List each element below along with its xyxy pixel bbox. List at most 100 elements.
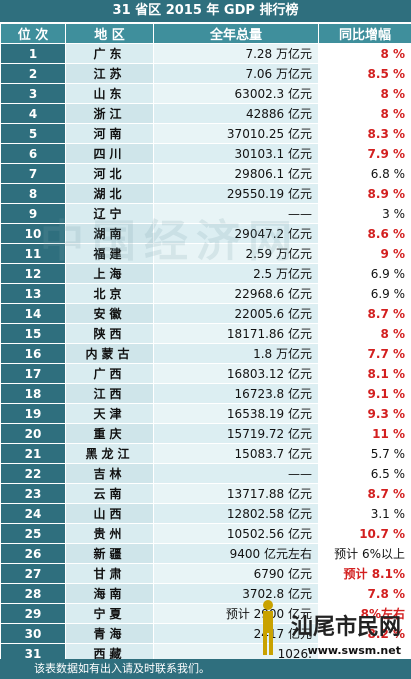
header-row: 位 次 地 区 全年总量 同比增幅: [0, 23, 411, 44]
table-row: 27 甘肃 6790 亿元 预计 8.1%: [0, 563, 411, 584]
table-row: 7 河北 29806.1 亿元 6.8 %: [0, 163, 411, 184]
table-body: 1 广东 7.28 万亿元 8 % 2 江苏 7.06 万亿元 8.5 % 3 山东 63002.3…: [0, 43, 411, 664]
rank-cell: 18: [0, 383, 66, 404]
table-row: 20 重庆 15719.72 亿元 11 %: [0, 423, 411, 444]
growth-cell: 7.7 %: [318, 343, 411, 364]
table-row: 11 福建 2.59 万亿元 9 %: [0, 243, 411, 264]
table-row: 15 陕西 18171.86 亿元 8 %: [0, 323, 411, 344]
region-cell: 福建: [65, 243, 154, 264]
table-row: 9 辽宁 —— 3 %: [0, 203, 411, 224]
rank-cell: 10: [0, 223, 66, 244]
gdp-cell: 1026.: [153, 643, 319, 664]
rank-cell: 1: [0, 43, 66, 64]
growth-cell: 预计 6%以上: [318, 543, 411, 564]
gdp-cell: 30103.1 亿元: [153, 143, 319, 164]
rank-cell: 8: [0, 183, 66, 204]
rank-cell: 30: [0, 623, 66, 644]
growth-cell: 9 %: [318, 243, 411, 264]
region-cell: 浙江: [65, 103, 154, 124]
gdp-cell: 12802.58 亿元: [153, 503, 319, 524]
table-row: 12 上海 2.5 万亿元 6.9 %: [0, 263, 411, 284]
gdp-cell: 6790 亿元: [153, 563, 319, 584]
gdp-cell: 18171.86 亿元: [153, 323, 319, 344]
growth-cell: 8.2 %: [318, 623, 411, 644]
region-cell: 河南: [65, 123, 154, 144]
growth-cell: 10.7 %: [318, 523, 411, 544]
region-cell: 湖南: [65, 223, 154, 244]
region-cell: 重庆: [65, 423, 154, 444]
rank-cell: 25: [0, 523, 66, 544]
region-cell: 云南: [65, 483, 154, 504]
growth-cell: 8 %: [318, 43, 411, 64]
gdp-cell: 3702.8 亿元: [153, 583, 319, 604]
table-row: 24 山西 12802.58 亿元 3.1 %: [0, 503, 411, 524]
region-cell: 安徽: [65, 303, 154, 324]
gdp-cell: 16538.19 亿元: [153, 403, 319, 424]
growth-cell: 8.3 %: [318, 123, 411, 144]
rank-cell: 31: [0, 643, 66, 664]
region-cell: 上海: [65, 263, 154, 284]
growth-cell: 8 %: [318, 323, 411, 344]
growth-cell: 6.9 %: [318, 283, 411, 304]
gdp-cell: 9400 亿元左右: [153, 543, 319, 564]
growth-cell: 9.3 %: [318, 403, 411, 424]
region-cell: 北京: [65, 283, 154, 304]
table-row: 16 内蒙古 1.8 万亿元 7.7 %: [0, 343, 411, 364]
gdp-cell: 预计 2900 亿元: [153, 603, 319, 624]
gdp-ranking-sheet: 31 省区 2015 年 GDP 排行榜 位 次 地 区 全年总量 同比增幅 1…: [0, 0, 411, 664]
rank-cell: 2: [0, 63, 66, 84]
gdp-cell: 29047.2 亿元: [153, 223, 319, 244]
region-cell: 河北: [65, 163, 154, 184]
growth-cell: 8.1 %: [318, 363, 411, 384]
gdp-cell: 1.8 万亿元: [153, 343, 319, 364]
header-region: 地 区: [65, 23, 154, 44]
growth-cell: 5.7 %: [318, 443, 411, 464]
gdp-cell: 2.59 万亿元: [153, 243, 319, 264]
gdp-cell: 7.28 万亿元: [153, 43, 319, 64]
rank-cell: 4: [0, 103, 66, 124]
growth-cell: 预计 8.1%: [318, 563, 411, 584]
growth-cell: 3 %: [318, 203, 411, 224]
growth-cell: 7.9 %: [318, 143, 411, 164]
region-cell: 广东: [65, 43, 154, 64]
rank-cell: 15: [0, 323, 66, 344]
region-cell: 黑龙江: [65, 443, 154, 464]
table-row: 25 贵州 10502.56 亿元 10.7 %: [0, 523, 411, 544]
table-row: 26 新疆 9400 亿元左右 预计 6%以上: [0, 543, 411, 564]
region-cell: 宁夏: [65, 603, 154, 624]
table-row: 3 山东 63002.3 亿元 8 %: [0, 83, 411, 104]
rank-cell: 11: [0, 243, 66, 264]
footer-note: 该表数据如有出入请及时联系我们。: [0, 659, 411, 679]
table-row: 17 广西 16803.12 亿元 8.1 %: [0, 363, 411, 384]
gdp-cell: 2.5 万亿元: [153, 263, 319, 284]
region-cell: 新疆: [65, 543, 154, 564]
growth-cell: 8.5 %: [318, 63, 411, 84]
growth-cell: 8 %: [318, 103, 411, 124]
growth-cell: 8.7 %: [318, 483, 411, 504]
header-growth: 同比增幅: [318, 23, 411, 44]
table-row: 6 四川 30103.1 亿元 7.9 %: [0, 143, 411, 164]
gdp-cell: 2417 亿元: [153, 623, 319, 644]
region-cell: 吉林: [65, 463, 154, 484]
table-row: 29 宁夏 预计 2900 亿元 8%左右: [0, 603, 411, 624]
region-cell: 甘肃: [65, 563, 154, 584]
gdp-cell: 13717.88 亿元: [153, 483, 319, 504]
region-cell: 内蒙古: [65, 343, 154, 364]
gdp-cell: 15719.72 亿元: [153, 423, 319, 444]
table-row: 31 西藏 1026.: [0, 643, 411, 664]
rank-cell: 26: [0, 543, 66, 564]
growth-cell: 3.1 %: [318, 503, 411, 524]
rank-cell: 17: [0, 363, 66, 384]
rank-cell: 7: [0, 163, 66, 184]
header-gdp: 全年总量: [153, 23, 319, 44]
region-cell: 江苏: [65, 63, 154, 84]
table-row: 19 天津 16538.19 亿元 9.3 %: [0, 403, 411, 424]
growth-cell: 11 %: [318, 423, 411, 444]
rank-cell: 5: [0, 123, 66, 144]
gdp-cell: 16803.12 亿元: [153, 363, 319, 384]
growth-cell: 8.7 %: [318, 303, 411, 324]
gdp-cell: ——: [153, 203, 319, 224]
rank-cell: 27: [0, 563, 66, 584]
rank-cell: 22: [0, 463, 66, 484]
region-cell: 贵州: [65, 523, 154, 544]
